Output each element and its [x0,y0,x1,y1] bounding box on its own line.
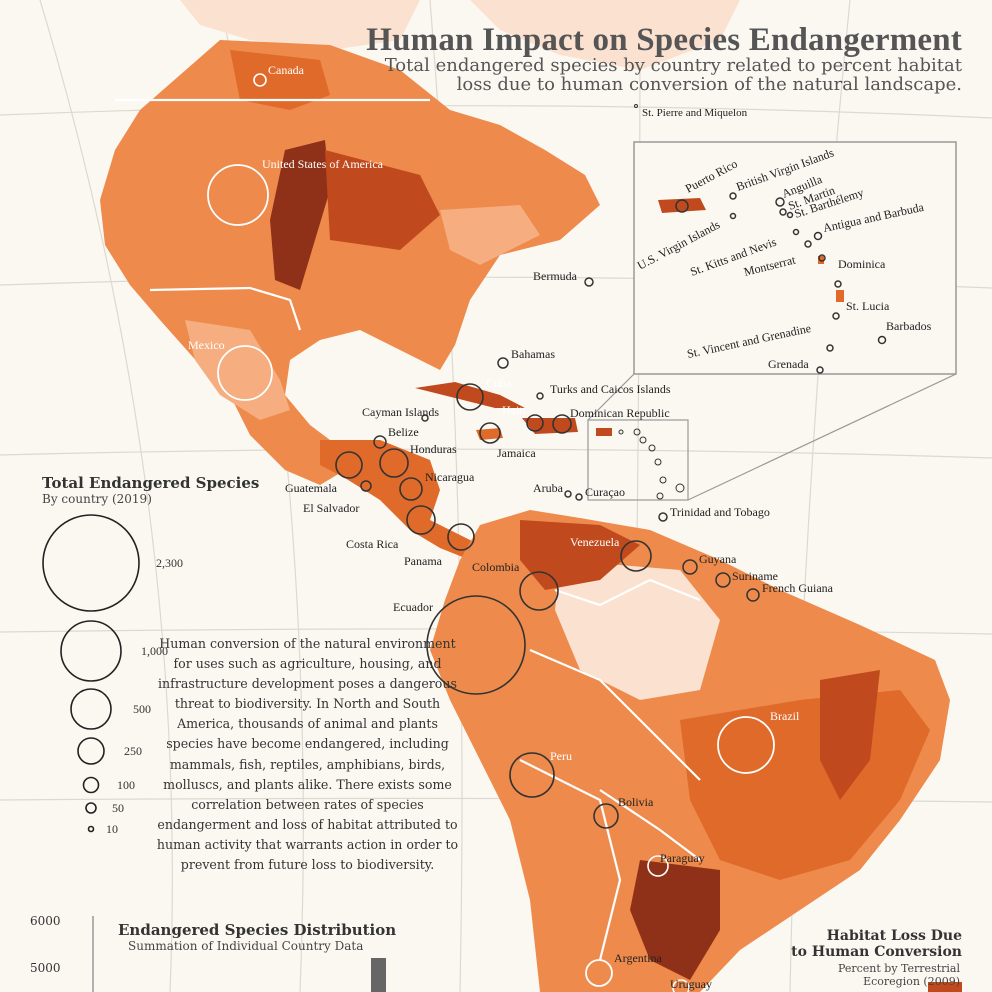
habitat-subtitle: Percent by Terrestrial Ecoregion (2009) [838,962,960,988]
label-dominica: Dominica [838,257,886,271]
label-jamaica: Jamaica [497,446,536,460]
legend-label-10: 10 [106,822,118,836]
prairie-extreme-loss [270,140,330,290]
caribbean-inset [587,141,957,501]
venezuela-high-loss [520,520,640,590]
label-usa: United States of America [262,157,384,171]
label-french-guiana: French Guiana [762,581,834,595]
label-venezuela: Venezuela [570,535,620,549]
axis-label-6000: 6000 [30,914,61,928]
central-america-land [320,440,480,560]
distribution-subtitle: Summation of Individual Country Data [128,939,364,953]
habitat-swatch [928,982,962,992]
label-honduras: Honduras [410,442,457,456]
legend-circles [42,514,140,833]
label-colombia: Colombia [472,560,520,574]
puerto-rico-small [596,428,612,436]
label-haiti: Haiti [502,403,527,417]
habitat-title: Habitat Loss Due to Human Conversion [791,928,962,960]
label-peru: Peru [550,749,572,763]
subtitle-line-2: loss due to human conversion of the natu… [456,74,962,95]
label-turks: Turks and Caicos Islands [550,382,671,396]
canada-high-loss [230,50,330,110]
legend-label-250: 250 [124,744,142,758]
habitat-sub-line-2: Ecoregion (2009) [863,975,960,988]
page-title: Human Impact on Species Endangerment [366,22,962,58]
label-argentina: Argentina [614,951,662,965]
subtitle-line-1: Total endangered species by country rela… [384,55,962,76]
country-labels: Canada United States of America Mexico S… [188,63,834,991]
axis-label-5000: 5000 [30,961,61,975]
label-el-salvador: El Salvador [303,501,359,515]
midwest-high-loss [325,150,440,250]
amazon-light-region [555,560,720,700]
label-panama: Panama [404,554,443,568]
label-cayman: Cayman Islands [362,405,439,419]
label-brazil: Brazil [770,709,800,723]
label-uruguay: Uruguay [670,977,712,991]
legend-label-100: 100 [117,778,135,792]
greenland-region [470,0,740,70]
label-curacao: Curaçao [585,485,625,499]
label-bahamas: Bahamas [511,347,555,361]
east-coast-region [440,205,540,265]
label-belize: Belize [388,425,419,439]
habitat-title-line-1: Habitat Loss Due [826,928,962,944]
legend-label-1000: 1,000 [141,644,168,658]
brazil-high-loss [680,690,930,880]
mexico-region [185,320,290,420]
northern-region [180,0,420,50]
distribution-bar [371,958,386,992]
label-trinidad: Trinidad and Tobago [670,505,770,519]
label-dominican: Dominican Republic [570,406,670,420]
label-suriname: Suriname [732,569,778,583]
brazil-extreme-loss [630,860,720,980]
distribution-title: Endangered Species Distribution [118,921,397,939]
label-st-pierre: St. Pierre and Miquelon [642,107,748,119]
country-circles [207,73,775,992]
legend-labels: 2,300 1,000 500 250 100 50 10 [106,556,183,836]
label-canada: Canada [268,63,305,77]
label-mexico: Mexico [188,338,225,352]
label-ecuador: Ecuador [393,600,433,614]
label-guyana: Guyana [699,552,737,566]
coast-extreme-loss [820,670,880,800]
description-text: Human conversion of the natural environm… [156,636,459,873]
label-guatemala: Guatemala [285,481,338,495]
hispaniola-island [522,418,578,434]
jamaica-island [476,428,503,440]
label-bermuda: Bermuda [533,269,578,283]
label-nicaragua: Nicaragua [425,470,475,484]
cuba-island [415,382,525,408]
page-subtitle: Total endangered species by country rela… [385,56,962,94]
legend-label-2300: 2,300 [156,556,183,570]
legend-label-500: 500 [133,702,151,716]
inset-markers [675,192,887,374]
country-borders [115,98,701,961]
label-barbados: Barbados [886,319,932,333]
label-grenada: Grenada [768,357,809,371]
label-cuba: Cuba [486,376,512,390]
label-costa-rica: Costa Rica [346,537,399,551]
legend-title: Total Endangered Species [42,474,260,492]
puerto-rico-island [658,198,706,213]
habitat-sub-line-1: Percent by Terrestrial [837,962,960,975]
habitat-title-line-2: to Human Conversion [791,944,962,960]
legend-subtitle: By country (2019) [42,492,152,506]
label-paraguay: Paraguay [660,851,705,865]
label-aruba: Aruba [533,481,564,495]
label-bolivia: Bolivia [618,795,654,809]
label-st-lucia: St. Lucia [846,299,890,313]
legend-label-50: 50 [112,801,124,815]
